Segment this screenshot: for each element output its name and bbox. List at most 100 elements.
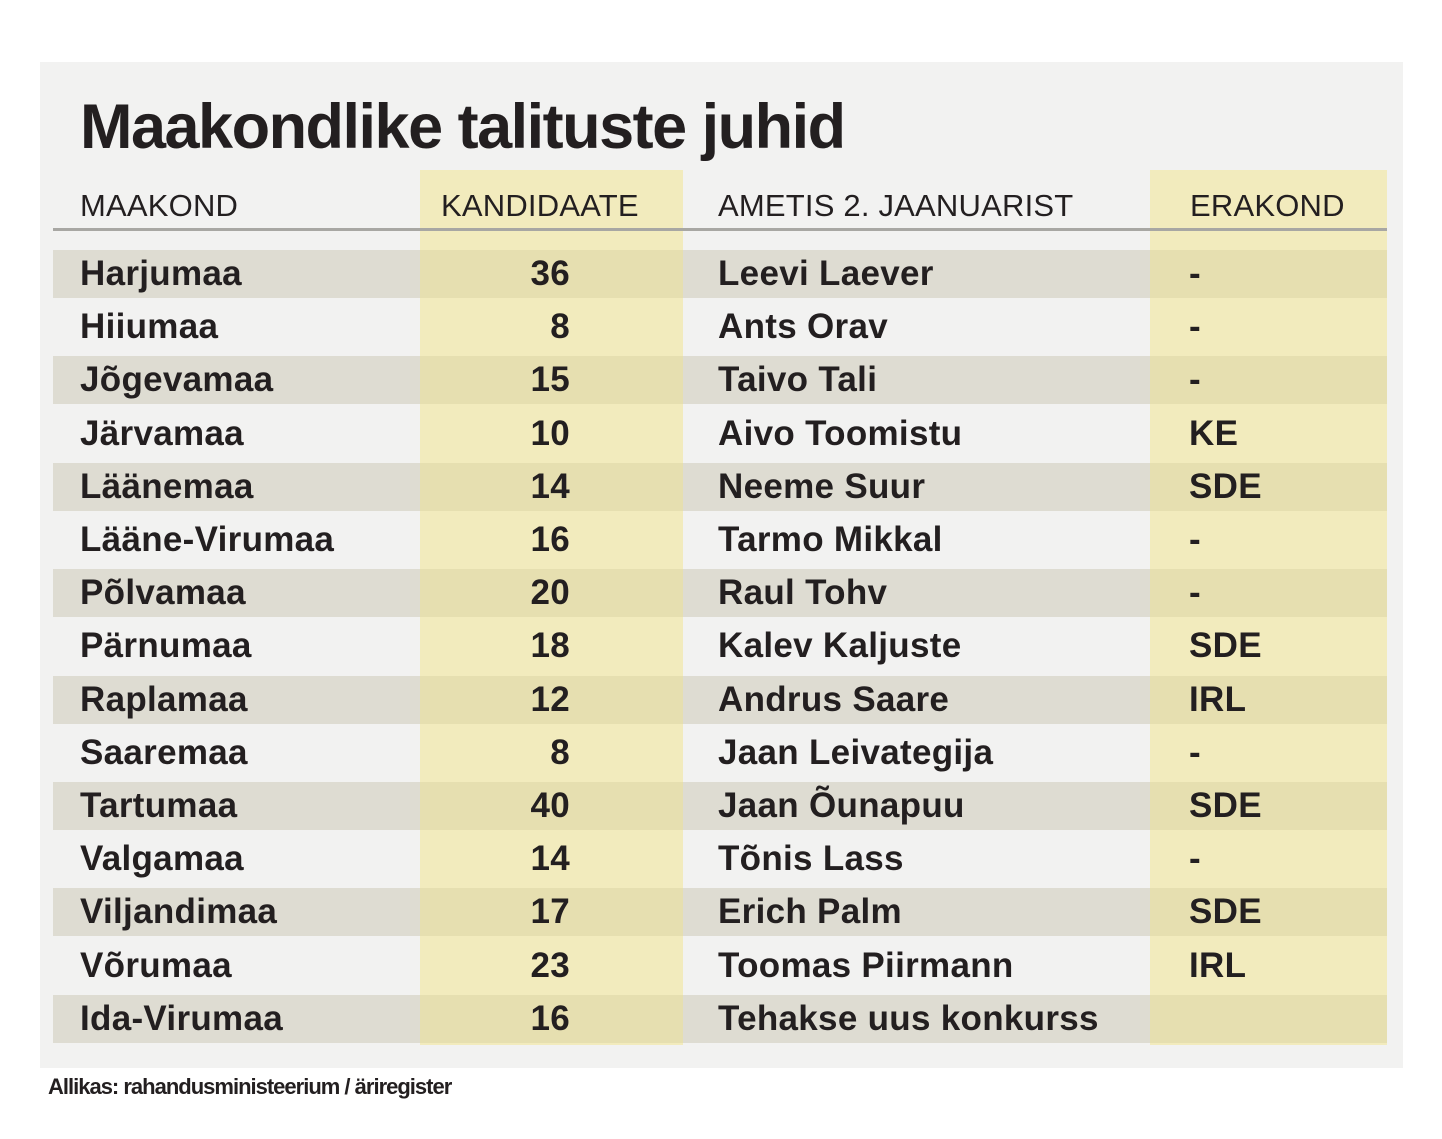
party-cell-bg [1150,410,1387,458]
candidates-cell: 23 [530,946,570,985]
party-cell: - [1189,254,1201,293]
header-county: MAAKOND [80,188,239,223]
official-cell: Tõnis Lass [718,839,904,878]
table-row: Raplamaa 12 Andrus Saare IRL [53,676,1387,724]
official-cell: Ants Orav [718,307,888,346]
party-cell: - [1189,360,1201,399]
header-candidates: KANDIDAATE [441,188,639,223]
official-cell: Taivo Tali [718,360,878,399]
county-cell: Järvamaa [80,414,244,453]
candidates-cell: 36 [530,254,570,293]
candidates-cell-bg [420,622,683,670]
party-cell-bg [1150,569,1387,617]
party-cell-bg [1150,250,1387,298]
county-cell: Jõgevamaa [80,360,274,399]
table-row: Põlvamaa 20 Raul Tohv - [53,569,1387,617]
official-cell: Raul Tohv [718,573,888,612]
party-cell-bg [1150,995,1387,1043]
party-cell-bg [1150,303,1387,351]
county-cell: Põlvamaa [80,573,246,612]
county-cell: Valgamaa [80,839,244,878]
table-row: Läänemaa 14 Neeme Suur SDE [53,463,1387,511]
candidates-cell: 15 [530,360,570,399]
candidates-cell-bg [420,250,683,298]
party-cell-bg [1150,463,1387,511]
party-cell-bg [1150,782,1387,830]
party-cell-bg [1150,676,1387,724]
party-cell: IRL [1189,946,1247,985]
party-cell-bg [1150,888,1387,936]
chart-title: Maakondlike talituste juhid [80,92,846,162]
party-cell-bg [1150,942,1387,990]
candidates-cell-bg [420,729,683,777]
party-cell: - [1189,307,1201,346]
party-cell: IRL [1189,680,1247,719]
candidates-cell: 14 [530,467,570,506]
table-row: Hiiumaa 8 Ants Orav - [53,303,1387,351]
table-row: Tartumaa 40 Jaan Õunapuu SDE [53,782,1387,830]
candidates-cell-bg [420,303,683,351]
party-cell-bg [1150,835,1387,883]
official-cell: Tehakse uus konkurss [718,999,1099,1038]
party-cell: KE [1189,414,1239,453]
candidates-cell-bg [420,356,683,404]
official-cell: Andrus Saare [718,680,950,719]
header-party: ERAKOND [1190,188,1345,223]
candidates-cell: 17 [530,892,570,931]
party-cell-bg [1150,729,1387,777]
table-row: Järvamaa 10 Aivo Toomistu KE [53,410,1387,458]
county-cell: Läänemaa [80,467,254,506]
county-cell: Hiiumaa [80,307,219,346]
county-cell: Pärnumaa [80,626,252,665]
table-row: Pärnumaa 18 Kalev Kaljuste SDE [53,622,1387,670]
table-row: Viljandimaa 17 Erich Palm SDE [53,888,1387,936]
candidates-cell: 18 [530,626,570,665]
source-note: Allikas: rahandusministeerium / äriregis… [48,1074,452,1099]
candidates-cell-bg [420,410,683,458]
candidates-cell: 10 [530,414,570,453]
county-cell: Lääne-Virumaa [80,520,335,559]
county-cell: Saaremaa [80,733,248,772]
party-cell: SDE [1189,786,1262,825]
candidates-cell: 8 [550,307,570,346]
candidates-cell-bg [420,888,683,936]
candidates-cell: 12 [530,680,570,719]
official-cell: Aivo Toomistu [718,414,963,453]
county-cell: Võrumaa [80,946,232,985]
table-row: Lääne-Virumaa 16 Tarmo Mikkal - [53,516,1387,564]
table-row: Valgamaa 14 Tõnis Lass - [53,835,1387,883]
official-cell: Tarmo Mikkal [718,520,943,559]
county-cell: Viljandimaa [80,892,278,931]
party-cell: - [1189,733,1201,772]
official-cell: Kalev Kaljuste [718,626,962,665]
party-cell: - [1189,573,1201,612]
candidates-cell-bg [420,835,683,883]
official-cell: Leevi Laever [718,254,934,293]
party-cell: SDE [1189,626,1262,665]
county-cell: Ida-Virumaa [80,999,284,1038]
table-row: Harjumaa 36 Leevi Laever - [53,250,1387,298]
candidates-cell-bg [420,995,683,1043]
party-cell-bg [1150,356,1387,404]
party-cell: SDE [1189,467,1262,506]
candidates-cell: 14 [530,839,570,878]
candidates-cell-bg [420,569,683,617]
official-cell: Jaan Leivategija [718,733,994,772]
header-official: AMETIS 2. JAANUARIST [718,188,1074,223]
candidates-cell: 40 [530,786,570,825]
party-cell: - [1189,520,1201,559]
county-cell: Raplamaa [80,680,248,719]
county-cell: Harjumaa [80,254,242,293]
table-row: Saaremaa 8 Jaan Leivategija - [53,729,1387,777]
party-cell-bg [1150,622,1387,670]
county-cell: Tartumaa [80,786,238,825]
party-cell: - [1189,839,1201,878]
party-cell: SDE [1189,892,1262,931]
candidates-cell: 16 [530,520,570,559]
candidates-cell-bg [420,782,683,830]
candidates-cell-bg [420,676,683,724]
official-cell: Jaan Õunapuu [718,786,965,825]
candidates-cell: 20 [530,573,570,612]
official-cell: Toomas Piirmann [718,946,1014,985]
candidates-cell: 16 [530,999,570,1038]
